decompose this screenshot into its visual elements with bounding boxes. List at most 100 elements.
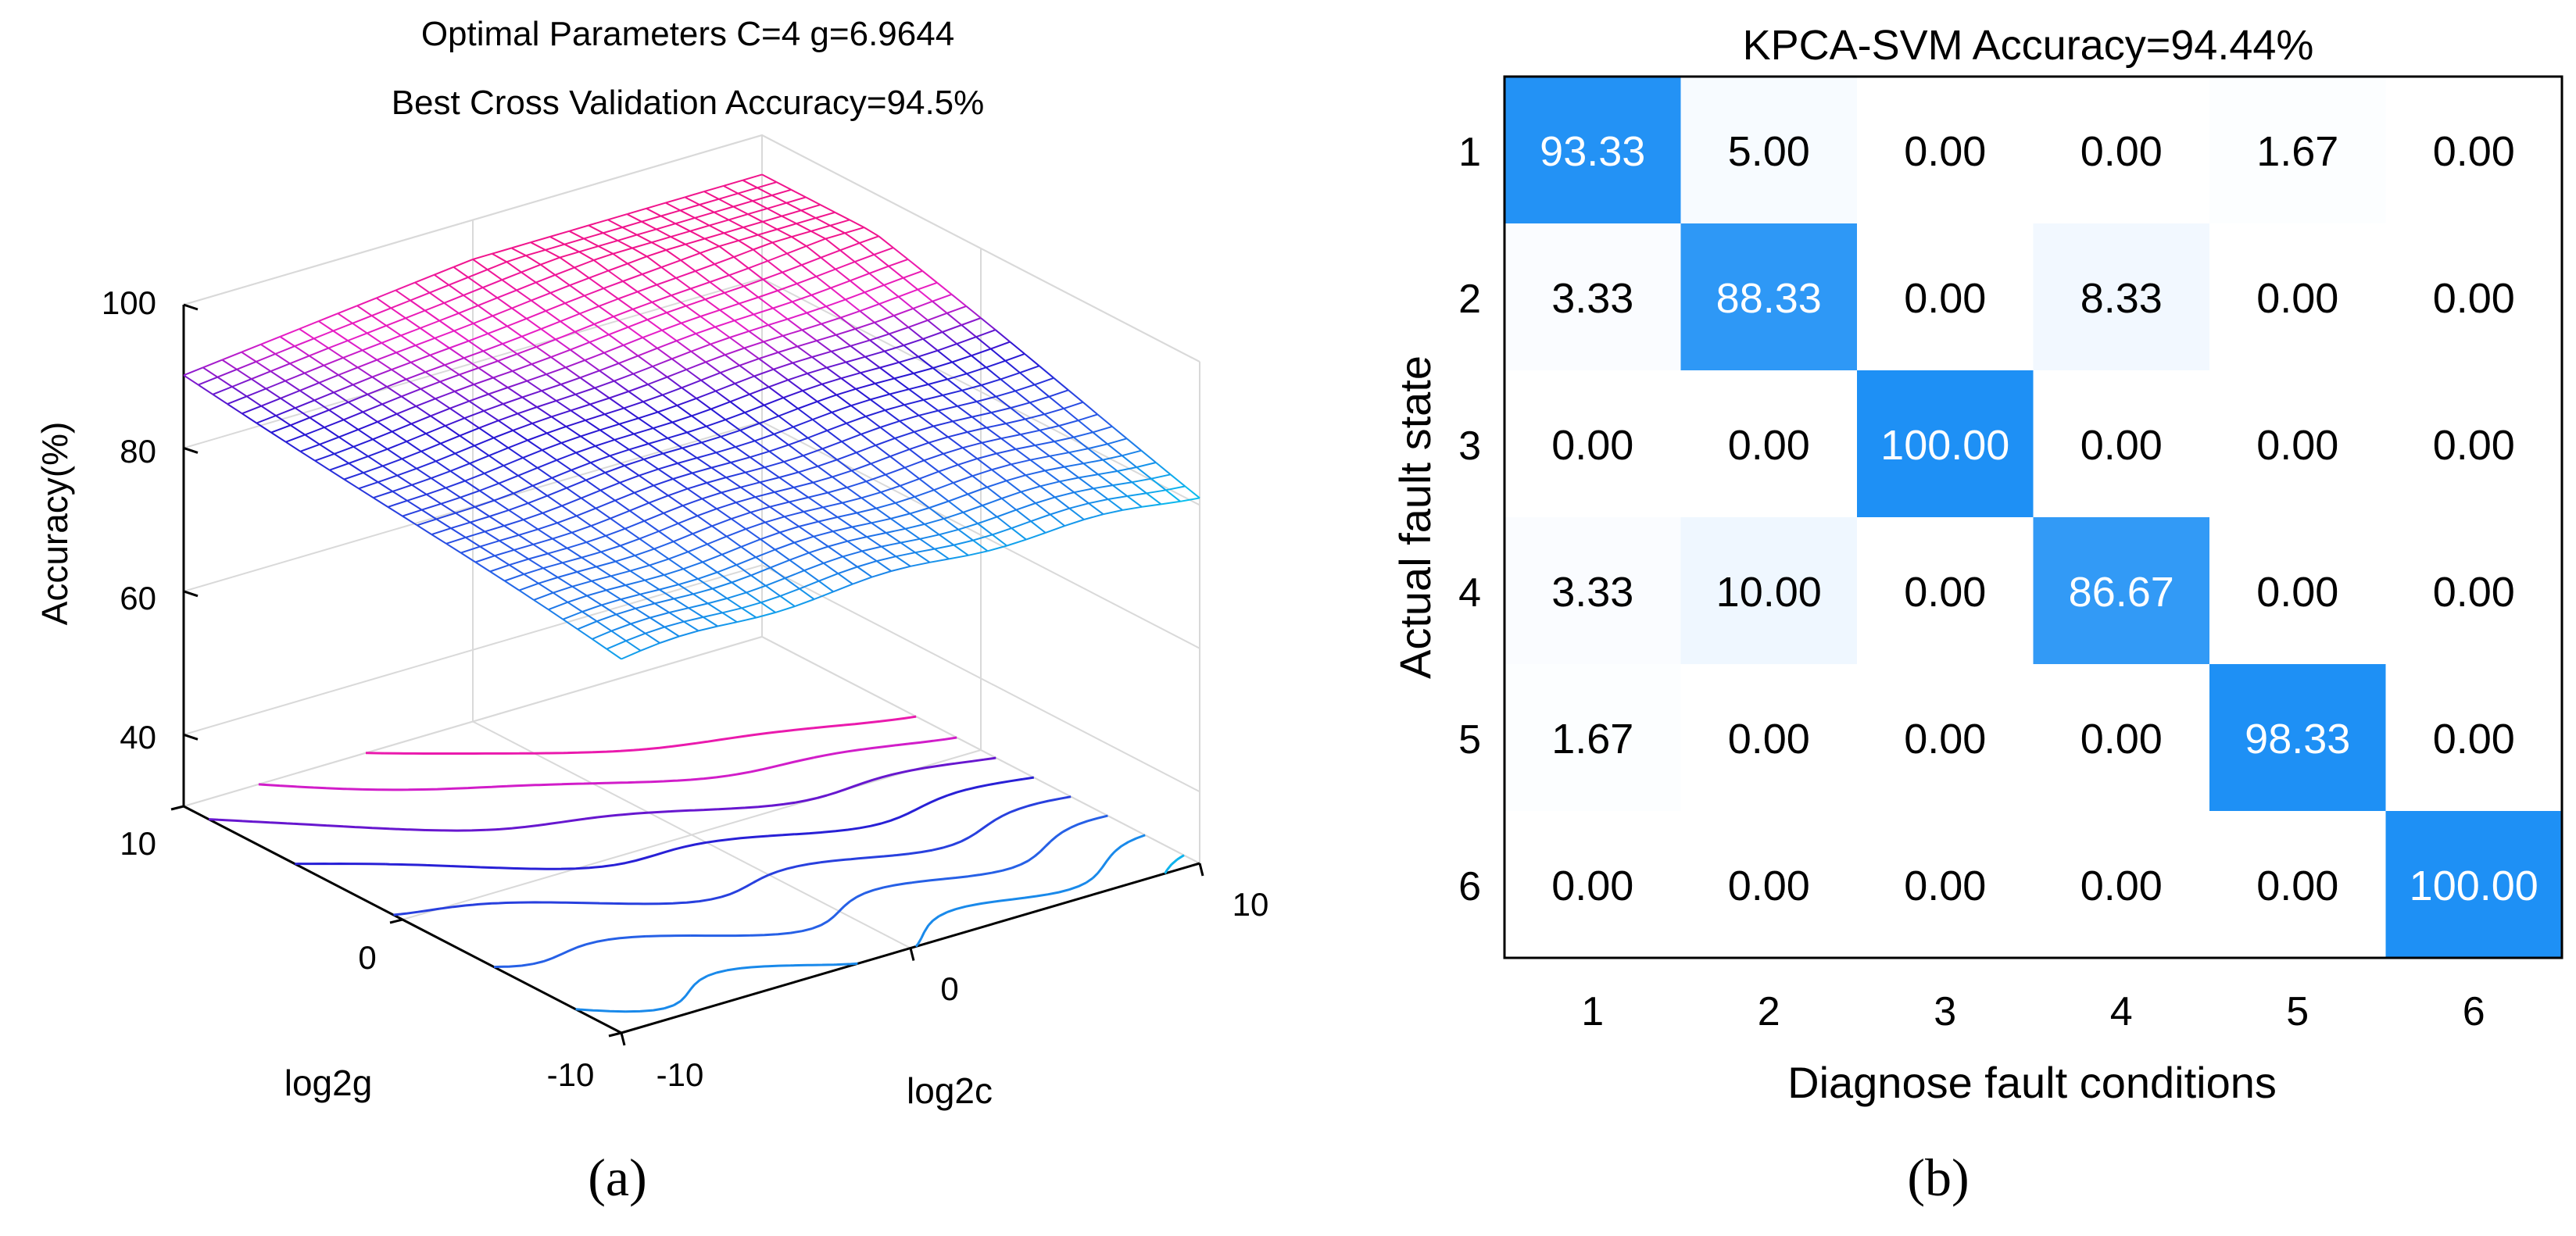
surface-mesh-line xyxy=(723,179,743,187)
surface-mesh-line xyxy=(1030,513,1051,523)
surface-mesh-line xyxy=(1020,434,1036,446)
surface-mesh-line xyxy=(607,263,628,272)
surface-mesh-line xyxy=(792,426,809,439)
surface-mesh-line xyxy=(1009,341,1025,355)
surface-mesh-line xyxy=(463,409,485,420)
surface-mesh-line xyxy=(607,219,623,228)
surface-mesh-line xyxy=(183,374,199,386)
surface-mesh-line xyxy=(667,431,688,439)
surface-mesh-line xyxy=(646,255,662,268)
surface-mesh-line xyxy=(685,238,705,245)
surface-mesh-line xyxy=(1004,352,1025,362)
surface-mesh-line xyxy=(392,484,413,492)
matrix-value-r1-c5: 1.67 xyxy=(2256,128,2338,175)
surface-mesh-line xyxy=(748,260,768,270)
surface-mesh-line xyxy=(1048,389,1069,398)
surface-mesh-line xyxy=(478,360,499,369)
surface-mesh-line xyxy=(724,227,744,234)
surface-mesh-line xyxy=(825,238,841,252)
surface-mesh-line xyxy=(1020,429,1040,436)
surface-mesh-line xyxy=(410,415,431,425)
surface-mesh-line xyxy=(465,530,485,538)
surface-mesh-line xyxy=(618,423,635,435)
surface-mesh-line xyxy=(202,359,223,369)
surface-mesh-line xyxy=(799,588,815,600)
surface-mesh-line xyxy=(521,271,537,284)
surface-mesh-line xyxy=(396,467,417,477)
surface-mesh-line xyxy=(932,300,948,314)
surface-mesh-line xyxy=(470,521,485,533)
surface-mesh-line xyxy=(653,541,674,550)
surface-mesh-line xyxy=(546,487,567,497)
surface-mesh-line xyxy=(431,534,447,545)
matrix-value-r6-c2: 0.00 xyxy=(1728,863,1810,909)
surface-mesh-line xyxy=(535,273,556,284)
surface-mesh-line xyxy=(803,448,823,457)
surface-mesh-line xyxy=(681,379,702,389)
surface-mesh-line xyxy=(726,535,742,548)
matrix-value-r5-c5: 98.33 xyxy=(2245,716,2350,763)
surface-mesh-line xyxy=(725,471,746,479)
surface-mesh-line xyxy=(1078,413,1098,422)
surface-mesh-line xyxy=(557,577,573,588)
surface-mesh-line xyxy=(511,241,531,249)
surface-mesh-line xyxy=(807,373,823,385)
surface-mesh-line xyxy=(898,362,914,374)
matrix-value-r2-c6: 0.00 xyxy=(2433,275,2515,322)
surface-mesh-line xyxy=(923,452,944,462)
surface-mesh-line xyxy=(334,453,349,464)
surface-mesh-line xyxy=(593,252,614,261)
surface-mesh-line xyxy=(707,543,723,555)
surface-mesh-line xyxy=(943,389,963,396)
surface-mesh-line xyxy=(1136,462,1157,468)
surface-mesh-line xyxy=(869,333,890,341)
row-tick-1: 1 xyxy=(1458,130,1481,175)
surface-mesh-line xyxy=(473,323,488,334)
surface-mesh-line xyxy=(878,303,895,316)
surface-mesh-line xyxy=(396,413,412,425)
surface-mesh-line xyxy=(687,482,707,490)
surface-mesh-line xyxy=(626,213,642,223)
surface-mesh-line xyxy=(617,291,639,300)
surface-mesh-line xyxy=(717,621,738,627)
surface-mesh-line xyxy=(671,230,691,238)
surface-mesh-line xyxy=(594,380,615,389)
surface-mesh-line xyxy=(513,543,534,551)
surface-mesh-line xyxy=(1141,503,1161,508)
surface-mesh-line xyxy=(652,358,673,367)
surface-mesh-line xyxy=(548,609,564,620)
surface-mesh-line xyxy=(662,394,678,406)
surface-mesh-line xyxy=(846,416,867,424)
surface-mesh-line xyxy=(876,555,896,563)
surface-mesh-line xyxy=(671,421,688,434)
surface-mesh-line xyxy=(1006,538,1027,547)
surface-mesh-line xyxy=(600,551,617,563)
surface-mesh-line xyxy=(837,512,857,518)
surface-mesh-line xyxy=(1136,466,1152,480)
surface-mesh-line xyxy=(508,502,529,511)
surface-mesh-line xyxy=(1049,455,1065,468)
surface-mesh-line xyxy=(420,450,437,463)
surface-mesh-line xyxy=(499,534,519,542)
matrix-value-r1-c2: 5.00 xyxy=(1728,128,1810,175)
surface-mesh-line xyxy=(402,515,418,527)
surface-mesh-line xyxy=(750,566,771,577)
surface-mesh-line xyxy=(842,497,862,504)
surface-mesh-line xyxy=(727,591,747,599)
surface-mesh-line xyxy=(1035,496,1055,504)
surface-mesh-line xyxy=(532,543,549,555)
surface-mesh-line xyxy=(551,477,567,489)
surface-mesh-line xyxy=(599,370,615,382)
surface-mesh-line xyxy=(796,345,813,358)
surface-mesh-line xyxy=(406,441,422,452)
surface-mesh-line xyxy=(975,336,992,350)
surface-mesh-line xyxy=(299,390,315,402)
surface-mesh-line xyxy=(478,297,498,307)
surface-mesh-line xyxy=(712,588,728,599)
matrix-cell-r4-c6 xyxy=(2385,517,2562,664)
surface-mesh-line xyxy=(953,475,973,484)
surface-mesh-line xyxy=(478,420,499,429)
surface-mesh-line xyxy=(299,320,320,330)
surface-mesh-line xyxy=(748,324,769,332)
surface-mesh-line xyxy=(395,352,412,363)
